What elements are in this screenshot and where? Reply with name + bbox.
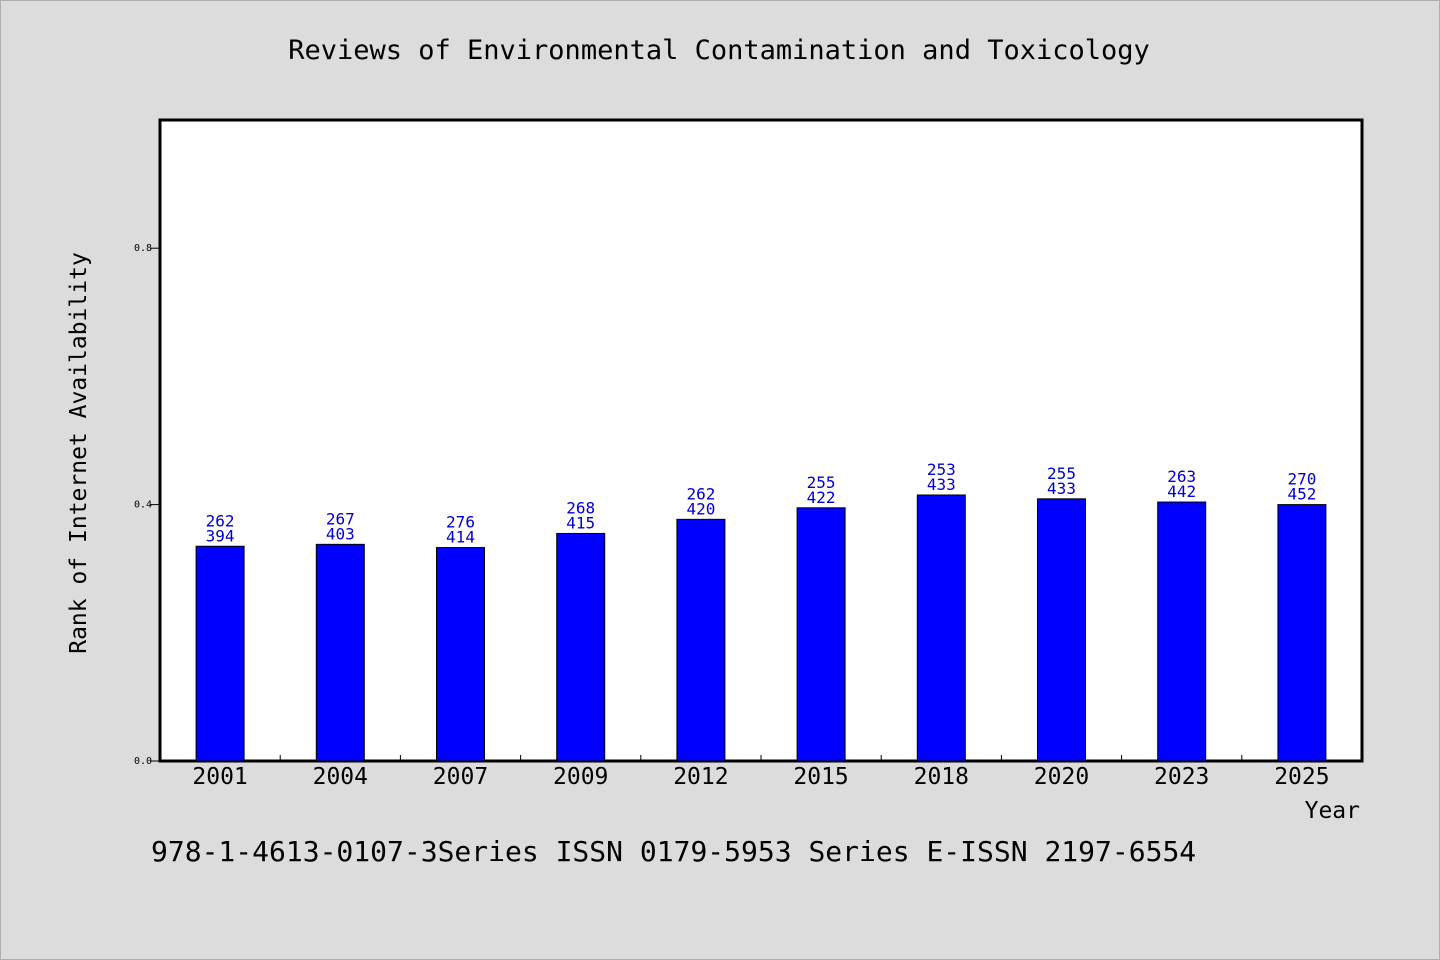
bar	[436, 547, 485, 762]
y-axis-label: Rank of Internet Availability	[66, 252, 92, 654]
data-label-bottom: 415	[566, 513, 595, 532]
data-label-bottom: 394	[206, 526, 235, 545]
data-label-top: 262	[686, 484, 715, 503]
data-label-bottom: 433	[927, 475, 956, 494]
bar	[556, 532, 606, 762]
data-label-bottom: 442	[1167, 482, 1196, 501]
bar	[315, 543, 365, 762]
data-label-bottom: 422	[807, 488, 836, 507]
data-labels: 2623942674032764142684152624202554222534…	[206, 460, 1317, 547]
footer-isbn-issn: 978-1-4613-0107-3Series ISSN 0179-5953 S…	[151, 835, 1197, 868]
data-label-bottom: 403	[326, 524, 355, 543]
data-label-top: 267	[326, 509, 355, 528]
data-label-bottom: 452	[1287, 485, 1316, 504]
x-tick-label: 2012	[673, 764, 728, 790]
data-label-top: 270	[1287, 470, 1316, 489]
data-label-bottom: 420	[686, 499, 715, 518]
data-label-top: 276	[446, 513, 475, 532]
bar	[195, 545, 245, 762]
bar	[796, 507, 846, 762]
bar	[1037, 498, 1086, 762]
bar	[676, 518, 726, 762]
y-tick-label: 0.8	[134, 243, 152, 254]
data-label-top: 268	[566, 498, 595, 517]
x-tick-label: 2015	[793, 764, 848, 790]
bars	[195, 494, 1327, 762]
y-tick-label: 0.0	[134, 756, 152, 767]
x-tick-label: 2009	[553, 764, 608, 790]
data-label-top: 253	[927, 460, 956, 479]
x-tick-label: 2020	[1034, 764, 1089, 790]
bar	[916, 494, 966, 762]
x-tick-label: 2023	[1154, 764, 1209, 790]
data-label-top: 255	[1047, 464, 1076, 483]
data-label-top: 262	[206, 511, 235, 530]
bar	[1277, 504, 1327, 762]
y-axis: 0.0 0.4 0.8	[134, 243, 160, 767]
chart-title: Reviews of Environmental Contamination a…	[288, 35, 1150, 66]
bar	[1157, 501, 1207, 762]
x-axis: 2001 2004 2007 2009 2012 2015 2018 2020 2023 2025	[192, 755, 1330, 790]
x-axis-label: Year	[1305, 798, 1360, 824]
data-label-bottom: 433	[1047, 479, 1076, 498]
x-tick-label: 2004	[313, 764, 368, 790]
data-label-top: 263	[1167, 467, 1196, 486]
x-tick-label: 2007	[433, 764, 488, 790]
data-label-bottom: 414	[446, 528, 475, 547]
x-tick-label: 2018	[914, 764, 969, 790]
x-tick-label: 2001	[192, 764, 247, 790]
y-tick-label: 0.4	[134, 500, 152, 511]
data-label-top: 255	[807, 473, 836, 492]
x-tick-label: 2025	[1274, 764, 1329, 790]
